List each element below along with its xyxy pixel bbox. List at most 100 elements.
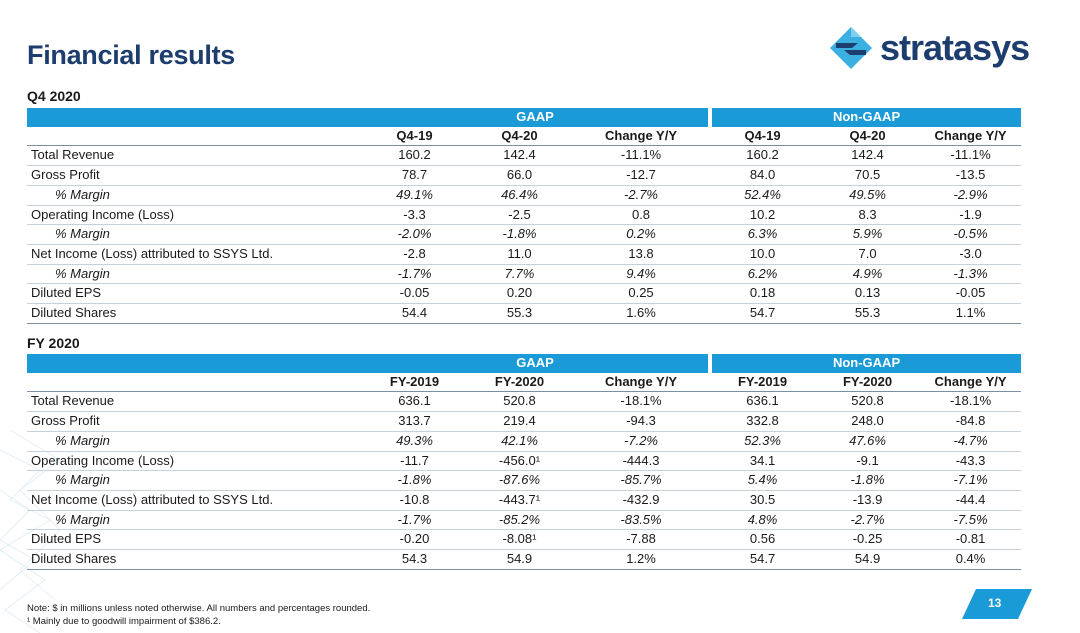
- cell-value: 160.2: [710, 145, 816, 167]
- cell-value: -85.2%: [467, 510, 572, 531]
- cell-value: 0.8: [572, 205, 711, 226]
- fy-nongaap-header: Non-GAAP: [708, 354, 1022, 373]
- cell-value: -11.1%: [920, 145, 1022, 167]
- fy-col-header: FY-2020: [467, 372, 572, 393]
- q4-col-header: Q4-19: [362, 126, 467, 147]
- cell-value: 636.1: [710, 391, 816, 413]
- cell-value: -2.9%: [920, 185, 1022, 206]
- cell-value: 6.3%: [710, 224, 816, 245]
- q4-table-row: Net Income (Loss) attributed to SSYS Ltd…: [27, 244, 1022, 265]
- row-label: Total Revenue: [27, 145, 362, 167]
- cell-value: 0.13: [815, 283, 921, 305]
- row-label: % Margin: [27, 185, 362, 206]
- cell-value: -43.3: [920, 451, 1022, 472]
- fy-col-header: Change Y/Y: [920, 372, 1022, 393]
- cell-value: 9.4%: [572, 264, 711, 285]
- cell-value: 42.1%: [467, 431, 572, 452]
- cell-value: -18.1%: [572, 391, 711, 413]
- cell-value: 46.4%: [467, 185, 572, 206]
- cell-value: 0.25: [572, 283, 711, 305]
- cell-value: 8.3: [815, 205, 921, 226]
- cell-value: 49.3%: [362, 431, 467, 452]
- cell-value: -0.25: [815, 529, 921, 551]
- cell-value: 1.1%: [920, 303, 1022, 324]
- cell-value: -13.9: [815, 490, 921, 511]
- cell-value: -1.8%: [815, 470, 921, 491]
- cell-value: -10.8: [362, 490, 467, 511]
- cell-value: 49.1%: [362, 185, 467, 206]
- cell-value: 10.2: [710, 205, 816, 226]
- cell-value: 520.8: [815, 391, 921, 413]
- cell-value: 313.7: [362, 411, 467, 432]
- cell-value: -1.7%: [362, 264, 467, 285]
- q4-table-row: % Margin 49.1% 46.4% -2.7% 52.4% 49.5% -2.9%: [27, 185, 1022, 206]
- cell-value: -443.7¹: [467, 490, 572, 511]
- cell-value: 248.0: [815, 411, 921, 432]
- cell-value: 1.6%: [572, 303, 711, 324]
- cell-value: -2.8: [362, 244, 467, 265]
- fy-table-row: % Margin -1.8% -87.6% -85.7% 5.4% -1.8% -7.1%: [27, 470, 1022, 491]
- fy-col-header: Change Y/Y: [572, 372, 711, 393]
- fy-table-row: Gross Profit 313.7 219.4 -94.3 332.8 248.0 -84…: [27, 411, 1022, 432]
- q4-section-label: Q4 2020: [27, 88, 81, 104]
- cell-value: 332.8: [710, 411, 816, 432]
- cell-value: 142.4: [815, 145, 921, 167]
- footnote-impairment: ¹ Mainly due to goodwill impairment of $…: [27, 616, 221, 627]
- q4-col-header: Change Y/Y: [920, 126, 1022, 147]
- fy-table-row: Net Income (Loss) attributed to SSYS Ltd…: [27, 490, 1022, 511]
- row-label: Gross Profit: [27, 165, 362, 186]
- cell-value: -3.0: [920, 244, 1022, 265]
- cell-value: -0.20: [362, 529, 467, 551]
- cell-value: -432.9: [572, 490, 711, 511]
- cell-value: 10.0: [710, 244, 816, 265]
- cell-value: 55.3: [815, 303, 921, 324]
- cell-value: -8.08¹: [467, 529, 572, 551]
- cell-value: 30.5: [710, 490, 816, 511]
- cell-value: -1.7%: [362, 510, 467, 531]
- q4-col-header: Change Y/Y: [572, 126, 711, 147]
- fy-table-row: Diluted Shares 54.3 54.9 1.2% 54.7 54.9 0.4%: [27, 549, 1022, 570]
- cell-value: 5.4%: [710, 470, 816, 491]
- q4-nongaap-header: Non-GAAP: [708, 108, 1022, 127]
- cell-value: -2.0%: [362, 224, 467, 245]
- stratasys-mark-icon: [830, 27, 872, 69]
- fy-section-label: FY 2020: [27, 335, 80, 351]
- cell-value: 4.9%: [815, 264, 921, 285]
- cell-value: -7.88: [572, 529, 711, 551]
- fy-table-row: Operating Income (Loss) -11.7 -456.0¹ -444.…: [27, 451, 1022, 472]
- cell-value: -2.7%: [815, 510, 921, 531]
- cell-value: -85.7%: [572, 470, 711, 491]
- cell-value: 13.8: [572, 244, 711, 265]
- cell-value: -94.3: [572, 411, 711, 432]
- cell-value: -0.05: [362, 283, 467, 305]
- q4-col-header: Q4-20: [467, 126, 572, 147]
- cell-value: 6.2%: [710, 264, 816, 285]
- q4-band-left: [27, 108, 362, 127]
- cell-value: 66.0: [467, 165, 572, 186]
- cell-value: 0.18: [710, 283, 816, 305]
- cell-value: -11.7: [362, 451, 467, 472]
- fy-col-header: FY-2020: [815, 372, 921, 393]
- cell-value: 11.0: [467, 244, 572, 265]
- q4-col-header: Q4-20: [815, 126, 921, 147]
- cell-value: -7.2%: [572, 431, 711, 452]
- cell-value: -2.5: [467, 205, 572, 226]
- row-label: Operating Income (Loss): [27, 205, 362, 226]
- cell-value: 0.56: [710, 529, 816, 551]
- cell-value: 4.8%: [710, 510, 816, 531]
- cell-value: -87.6%: [467, 470, 572, 491]
- cell-value: 520.8: [467, 391, 572, 413]
- cell-value: -44.4: [920, 490, 1022, 511]
- cell-value: -456.0¹: [467, 451, 572, 472]
- cell-value: 47.6%: [815, 431, 921, 452]
- row-label: Diluted EPS: [27, 529, 362, 551]
- q4-table-row: Operating Income (Loss) -3.3 -2.5 0.8 10.2 8.…: [27, 205, 1022, 226]
- row-label: Gross Profit: [27, 411, 362, 432]
- cell-value: -1.9: [920, 205, 1022, 226]
- cell-value: 5.9%: [815, 224, 921, 245]
- fy-band-left: [27, 354, 362, 373]
- cell-value: 636.1: [362, 391, 467, 413]
- footnote-units: Note: $ in millions unless noted otherwi…: [27, 603, 371, 614]
- cell-value: -444.3: [572, 451, 711, 472]
- cell-value: 52.4%: [710, 185, 816, 206]
